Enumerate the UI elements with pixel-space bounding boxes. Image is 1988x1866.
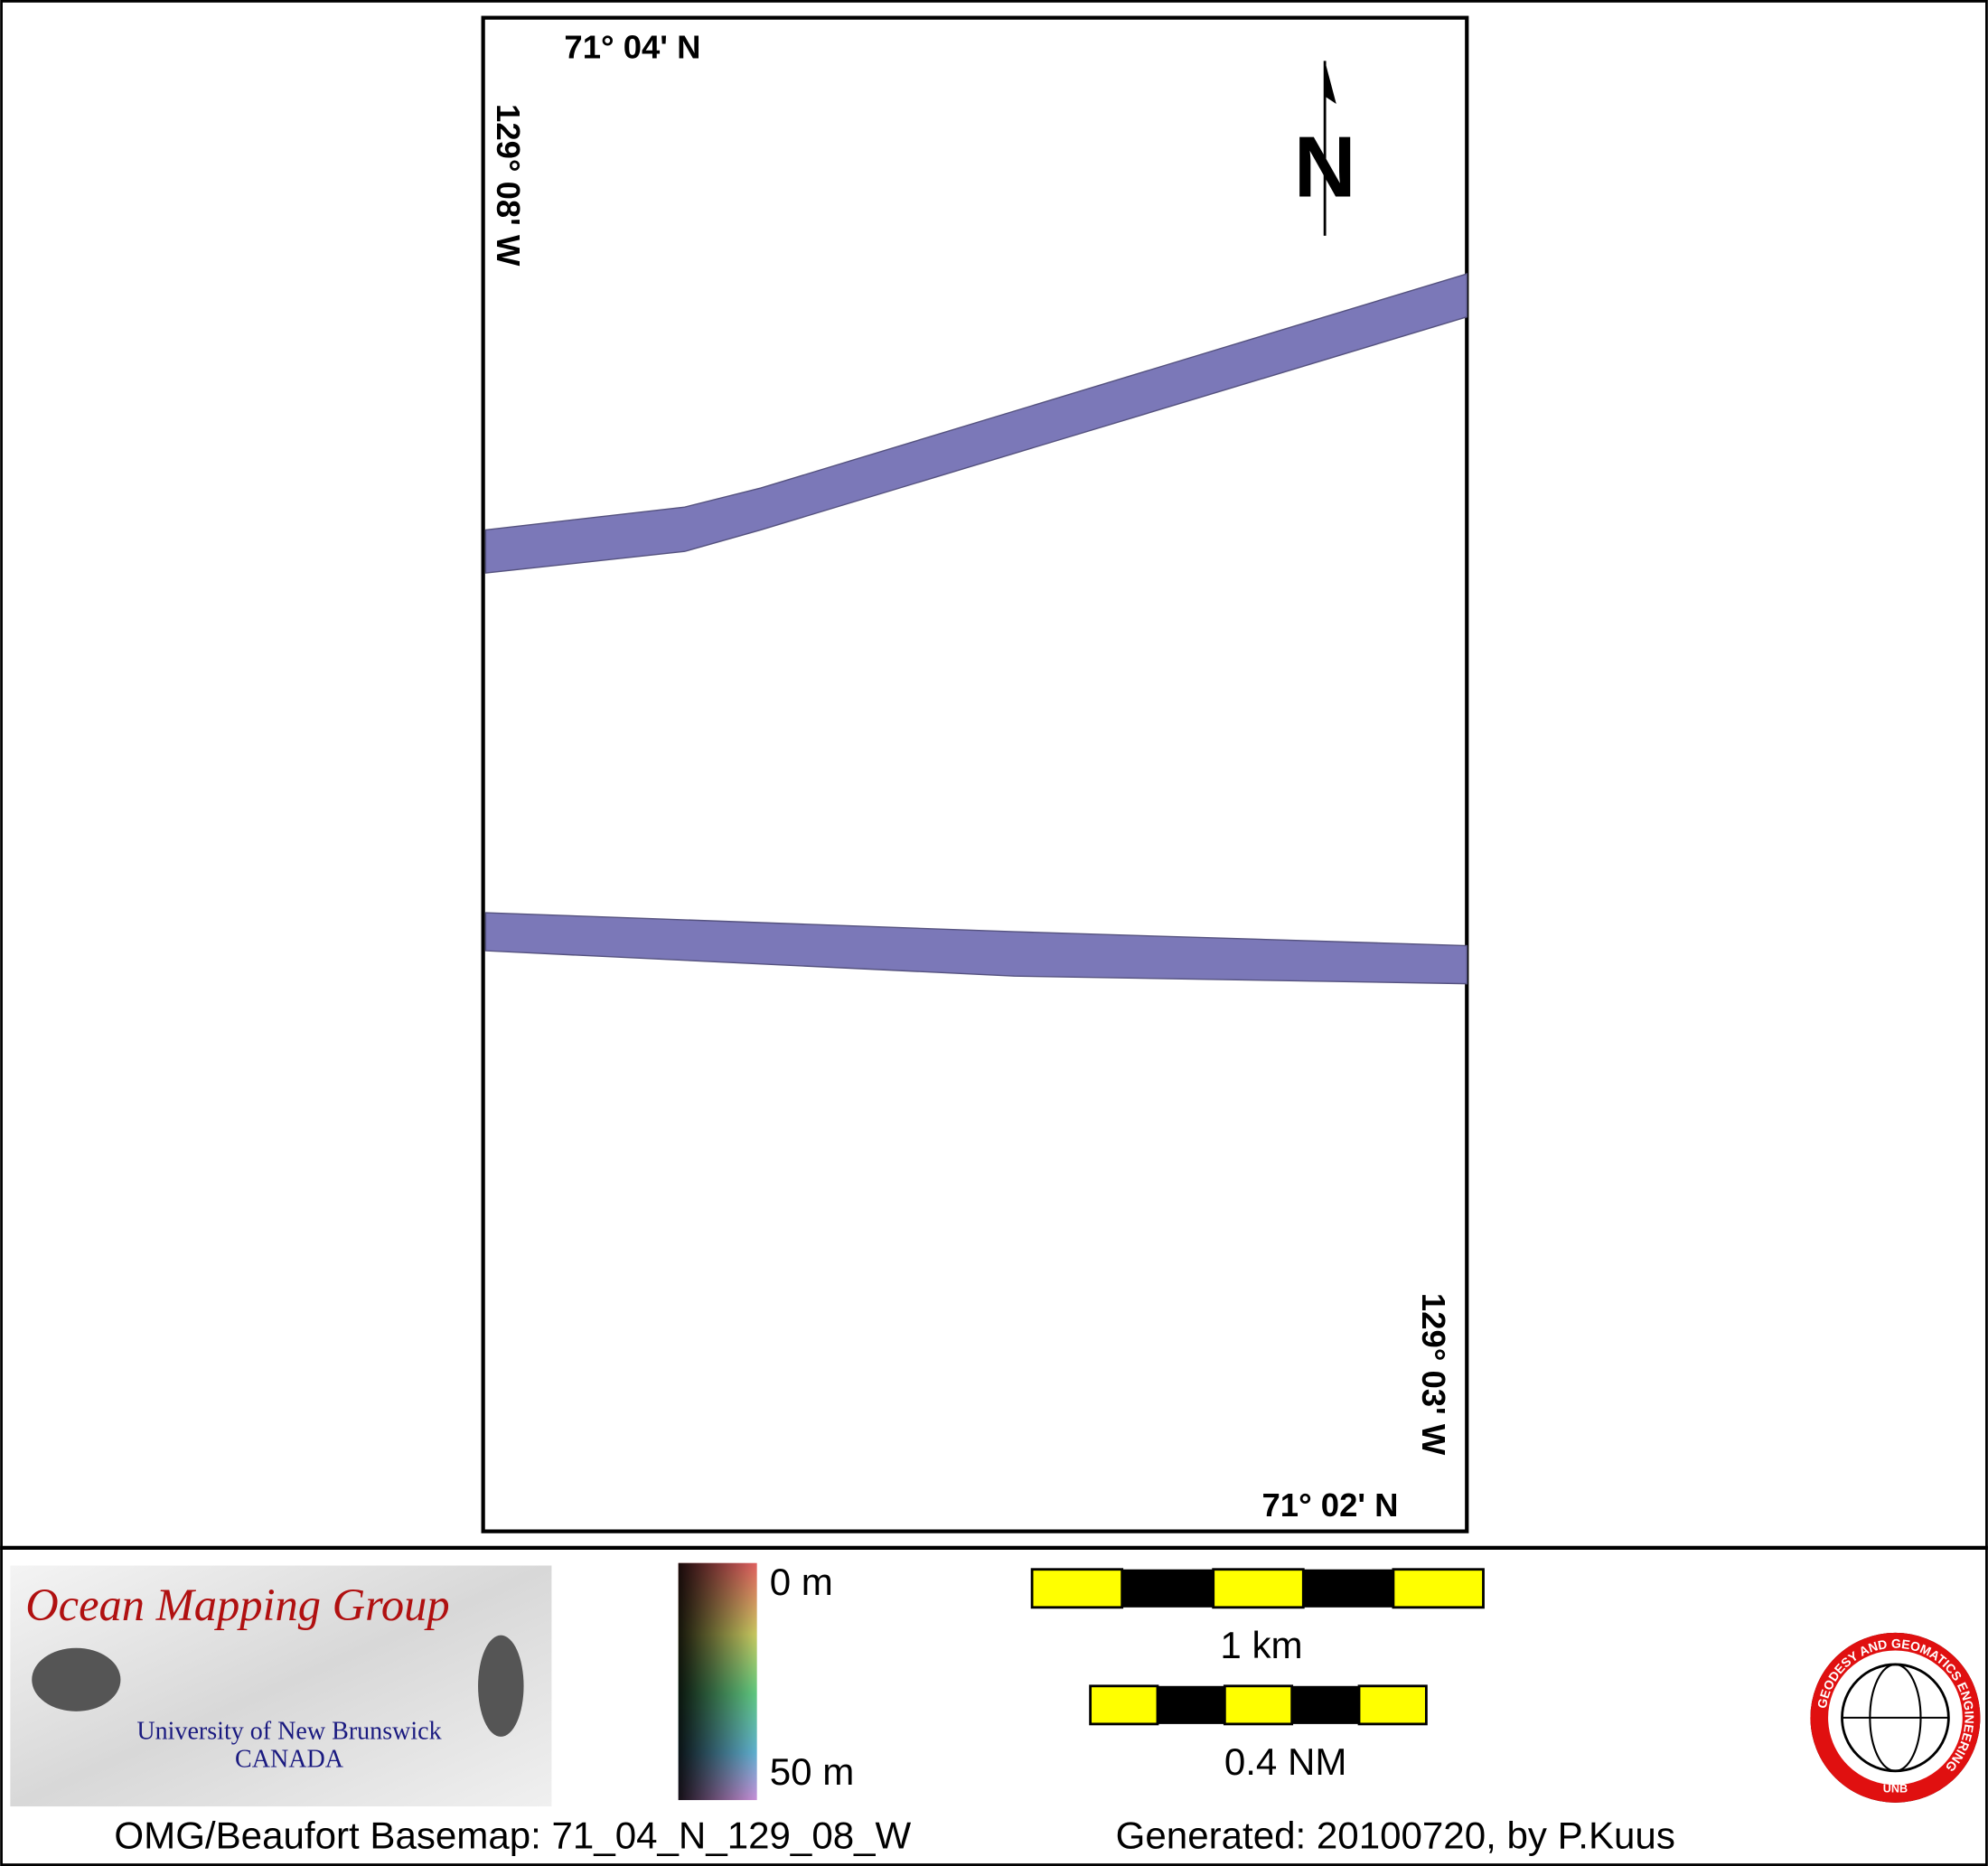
footer-text: OMG/Beaufort Basemap: 71_04_N_129_08_W [114, 1814, 911, 1856]
north-arrow-head [1325, 61, 1336, 105]
logo-title: Ocean Mapping Group [25, 1580, 449, 1630]
scale-segment [1030, 1568, 1124, 1609]
scale-label: 1 km [1220, 1624, 1302, 1666]
logo-text: CANADA [235, 1746, 344, 1774]
unb-logo: GEODESY AND GEOMATICS ENGINEERING UNB [1810, 1632, 1981, 1803]
depth-colorbar-shade [678, 1562, 757, 1801]
logo-icon [32, 1647, 121, 1711]
map-frame [481, 15, 1469, 1533]
scale-bar [1089, 1684, 1428, 1726]
logo-text: UNB [1883, 1783, 1908, 1796]
legend-label: 0 m [770, 1561, 833, 1603]
legend-label: 50 m [770, 1750, 855, 1793]
scale-segment [1223, 1684, 1294, 1726]
scale-segment [1089, 1684, 1159, 1726]
north-label: N [1294, 119, 1356, 215]
lon-label: 129° 08' W [490, 104, 527, 267]
lat-label: 71° 04' N [564, 29, 700, 66]
scale-segment [1357, 1684, 1428, 1726]
logo-ring [1810, 1632, 1981, 1803]
logo-text: University of New Brunswick [136, 1718, 442, 1746]
logo-icon [478, 1635, 524, 1737]
scale-segment [1157, 1685, 1225, 1724]
survey-swath [484, 273, 1468, 574]
scale-segment [1303, 1569, 1393, 1608]
lat-label: 71° 02' N [1262, 1486, 1399, 1524]
scale-segment [1121, 1569, 1214, 1608]
scale-segment [1291, 1685, 1360, 1724]
lon-label: 129° 03' W [1415, 1293, 1452, 1456]
scale-segment [1392, 1568, 1485, 1609]
footer-text: Generated: 20100720, by P.Kuus [1116, 1814, 1675, 1856]
scale-segment [1212, 1568, 1305, 1609]
survey-swath [484, 912, 1468, 985]
scale-bar [1030, 1568, 1485, 1609]
scale-label: 0.4 NM [1224, 1740, 1347, 1783]
